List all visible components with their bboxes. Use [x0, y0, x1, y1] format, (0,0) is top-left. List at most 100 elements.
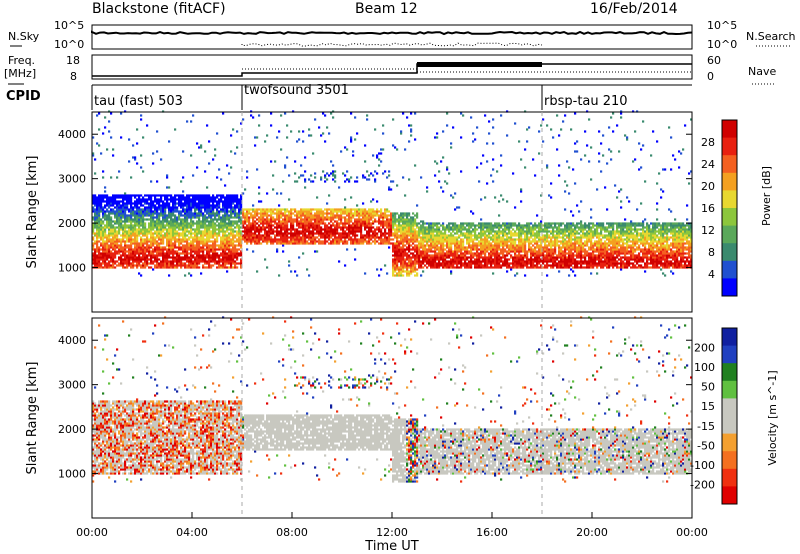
power-cell [420, 226, 422, 228]
power-cell [310, 222, 312, 224]
power-cell [402, 242, 404, 244]
power-cell [358, 226, 360, 228]
power-cell [210, 204, 212, 206]
power-cell [250, 234, 252, 236]
power-cell [272, 220, 274, 222]
power-cell [276, 250, 278, 252]
power-cell [450, 234, 452, 236]
power-cell [204, 150, 206, 152]
power-cell [324, 216, 326, 218]
power-cell [222, 216, 224, 218]
power-cell [458, 228, 460, 230]
power-cell [200, 234, 202, 236]
power-cell [222, 210, 224, 212]
power-cell [278, 212, 280, 214]
power-cell [412, 270, 414, 272]
power-cell [186, 244, 188, 246]
power-cell [430, 232, 432, 234]
power-cell [480, 262, 482, 264]
power-cell [460, 250, 462, 252]
power-cell [122, 252, 124, 254]
power-cell [180, 228, 182, 230]
power-cell [106, 252, 108, 254]
power-cell [202, 240, 204, 242]
power-cell [382, 240, 384, 242]
power-cell [258, 218, 260, 220]
power-cell [276, 226, 278, 228]
power-cell [468, 236, 470, 238]
power-cell [220, 246, 222, 248]
power-cell [448, 224, 450, 226]
power-cell [450, 270, 452, 272]
power-cell [330, 160, 332, 162]
power-cell [486, 234, 488, 236]
power-cell [354, 226, 356, 228]
power-cell [326, 208, 328, 210]
power-cell [478, 258, 480, 260]
power-cell [234, 240, 236, 242]
power-cell [280, 236, 282, 238]
power-cell [314, 220, 316, 222]
power-cell [112, 252, 114, 254]
power-cell [172, 214, 174, 216]
power-cell [458, 226, 460, 228]
power-cell [196, 208, 198, 210]
power-cell [320, 242, 322, 244]
power-cell [174, 128, 176, 130]
power-cell [154, 198, 156, 200]
power-cell [468, 244, 470, 246]
power-cell [408, 258, 410, 260]
power-cell [208, 210, 210, 212]
power-cell [224, 204, 226, 206]
power-cell [338, 236, 340, 238]
power-cell [174, 206, 176, 208]
power-cell [348, 230, 350, 232]
power-cell [110, 240, 112, 242]
power-cell [96, 260, 98, 262]
power-cell [198, 226, 200, 228]
power-cell [200, 222, 202, 224]
power-cell [286, 226, 288, 228]
power-cell [180, 264, 182, 266]
power-cell [212, 246, 214, 248]
power-cell [184, 230, 186, 232]
power-cell [110, 256, 112, 258]
power-cell [442, 222, 444, 224]
power-cell [408, 212, 410, 214]
power-cell [100, 238, 102, 240]
power-cell [368, 226, 370, 228]
power-cell [142, 230, 144, 232]
power-cell [164, 254, 166, 256]
power-cell [160, 266, 162, 268]
power-cell [410, 124, 412, 126]
power-cell [132, 208, 134, 210]
date-label: 16/Feb/2014 [590, 1, 678, 17]
power-cell [474, 248, 476, 250]
power-cell [198, 194, 200, 196]
power-cell [266, 242, 268, 244]
power-cell [156, 236, 158, 238]
power-cell [318, 208, 320, 210]
power-cell [206, 200, 208, 202]
power-cell [454, 258, 456, 260]
power-cell [424, 222, 426, 224]
power-cell [116, 240, 118, 242]
power-cell [334, 230, 336, 232]
power-cell [184, 208, 186, 210]
power-cell [202, 258, 204, 260]
power-cell [180, 202, 182, 204]
power-cell [244, 214, 246, 216]
power-cell [410, 224, 412, 226]
power-cell [406, 222, 408, 224]
power-cell [136, 258, 138, 260]
power-cell [194, 202, 196, 204]
power-cell [206, 224, 208, 226]
power-cell [266, 266, 268, 268]
power-cell [226, 258, 228, 260]
power-cell [398, 230, 400, 232]
power-cell [270, 160, 272, 162]
power-cell [158, 234, 160, 236]
power-cell [132, 194, 134, 196]
power-cell [464, 228, 466, 230]
power-cell [140, 232, 142, 234]
